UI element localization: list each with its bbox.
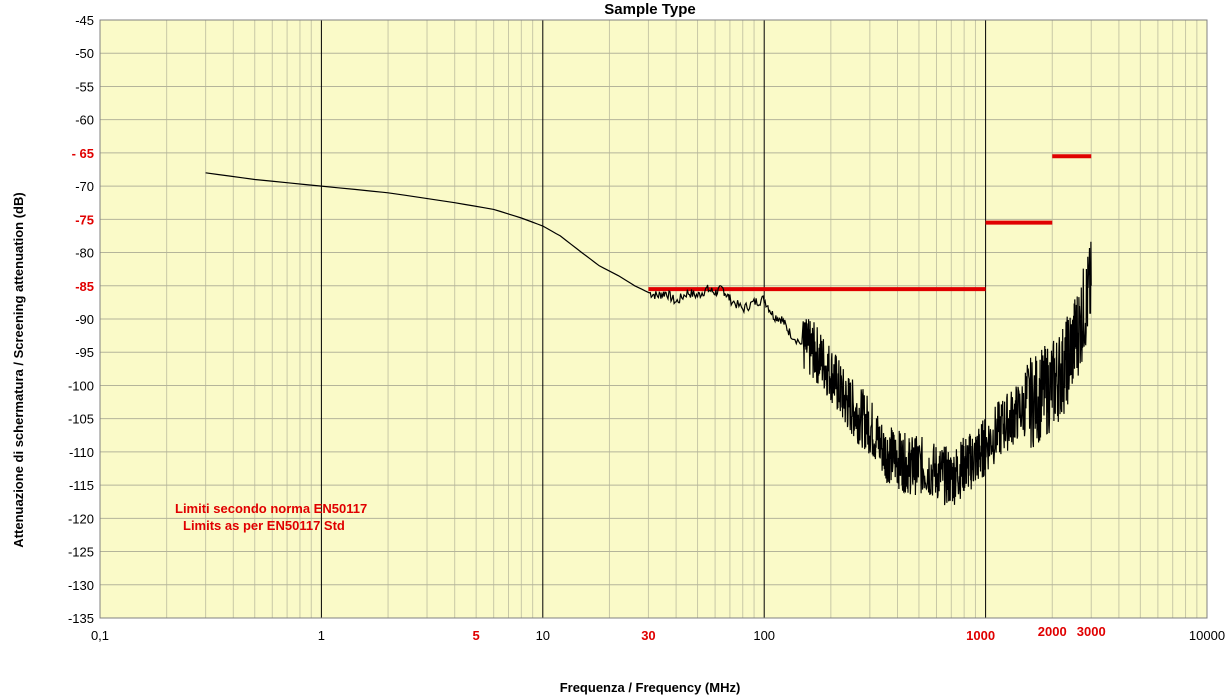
y-tick-label: - 65 <box>72 146 94 161</box>
y-tick-label: -75 <box>75 212 94 227</box>
x-tick-label-highlight: 30 <box>641 628 655 643</box>
x-axis-label: Frequenza / Frequency (MHz) <box>560 680 741 695</box>
y-tick-label: -105 <box>68 412 94 427</box>
series-group <box>205 172 1092 506</box>
annotation-line-2: Limits as per EN50117 Std <box>183 518 345 533</box>
y-tick-label: -130 <box>68 578 94 593</box>
chart-title: Sample Type <box>604 1 695 18</box>
x-tick-label-highlight: 5 <box>473 628 480 643</box>
y-tick-label: -70 <box>75 179 94 194</box>
x-tick-label-highlight: 2000 <box>1038 624 1067 639</box>
y-tick-label: -60 <box>75 113 94 128</box>
minor-grid <box>100 19 1207 619</box>
series-line <box>205 172 1092 506</box>
y-tick-label: -90 <box>75 312 94 327</box>
y-tick-label: -100 <box>68 378 94 393</box>
x-tick-label: 10 <box>536 628 550 643</box>
x-tick-label: 0,1 <box>91 628 109 643</box>
y-tick-label: -85 <box>75 279 94 294</box>
x-tick-label: 1 <box>318 628 325 643</box>
y-tick-label: -120 <box>68 511 94 526</box>
y-tick-label: -110 <box>69 445 94 460</box>
x-tick-label: 10000 <box>1189 628 1225 643</box>
y-tick-label: -115 <box>69 478 94 493</box>
y-tick-label: -55 <box>75 79 94 94</box>
y-axis-ticks: -45 -50 -55 -60 - 65 -70 -75 -80 -85 -90 -95 -100 -1… <box>68 13 94 626</box>
y-axis-label: Attenuazione di schermatura / Screening … <box>11 192 26 547</box>
x-axis-ticks: 0,1 1 10 100 10000 5 30 1000 2000 3000 <box>91 624 1225 643</box>
annotation-line-1: Limiti secondo norma EN50117 <box>175 501 367 516</box>
y-tick-label: -95 <box>75 345 94 360</box>
x-tick-label-highlight: 1000 <box>966 628 995 643</box>
plot-frame <box>99 19 1208 619</box>
y-tick-label: -125 <box>68 545 94 560</box>
y-tick-label: -45 <box>75 13 94 28</box>
x-tick-label-highlight: 3000 <box>1077 624 1106 639</box>
limit-lines <box>648 154 1092 292</box>
y-tick-label: -50 <box>75 46 94 61</box>
y-tick-label: -135 <box>68 611 94 626</box>
y-tick-label: -80 <box>75 246 94 261</box>
x-tick-label: 100 <box>753 628 775 643</box>
major-grid <box>99 20 1208 618</box>
